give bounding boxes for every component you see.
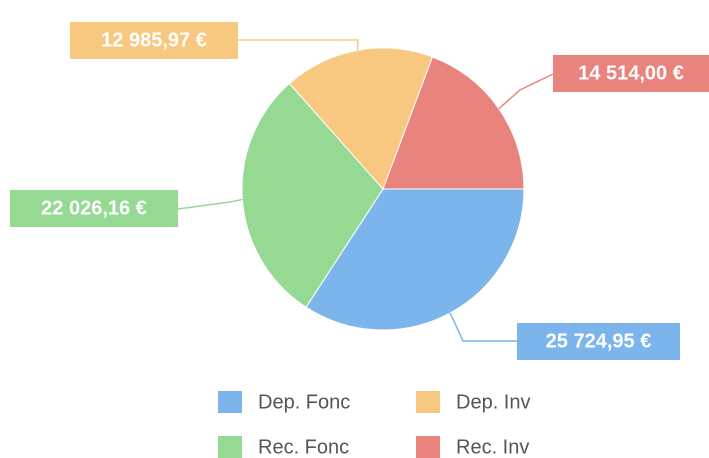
value-label-box (70, 22, 238, 59)
legend-label: Rec. Fonc (258, 436, 349, 458)
legend-label: Dep. Fonc (258, 391, 350, 413)
legend-swatch (218, 391, 242, 413)
leader-line (449, 312, 517, 342)
value-label-box (10, 190, 178, 227)
legend-label: Dep. Inv (456, 391, 530, 413)
value-label: 22 026,16 € (41, 197, 147, 219)
legend-swatch (218, 436, 242, 458)
value-label-box (517, 323, 680, 360)
leader-line (238, 39, 359, 51)
legend-label: Rec. Inv (456, 436, 529, 458)
legend-swatch (416, 436, 440, 458)
legend-swatch (416, 391, 440, 413)
value-label: 25 724,95 € (546, 330, 652, 352)
value-label: 12 985,97 € (101, 29, 207, 51)
leader-line (177, 198, 243, 210)
pie-slice (241, 82, 384, 308)
value-label: 14 514,00 € (578, 62, 684, 84)
leader-line (498, 73, 554, 110)
value-label-box (553, 55, 709, 92)
